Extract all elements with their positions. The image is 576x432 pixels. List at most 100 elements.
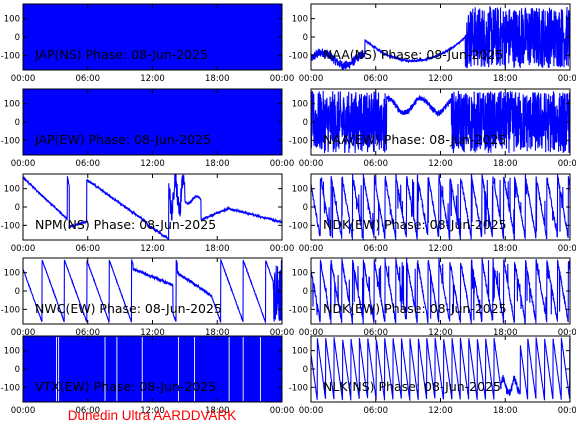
- phase-series: [311, 337, 570, 401]
- panel-title: NAA(NS) Phase: 08-Jun-2025: [323, 47, 503, 62]
- x-tick-label: 18:00: [205, 328, 230, 338]
- panel-title: JAP(NS) Phase: 08-Jun-2025: [34, 47, 208, 62]
- phase-panel-5: 100 0 -100 00:00 06:00 12:00 18:00 00:00 NPM(NS)…: [1, 173, 295, 254]
- x-tick-label: 00:00: [270, 328, 295, 338]
- y-tick-label: 100: [4, 269, 20, 279]
- y-tick-label: 0: [15, 203, 20, 213]
- x-tick-label: 00:00: [558, 244, 576, 254]
- plot-area: [311, 337, 570, 401]
- y-tick-label: 100: [4, 185, 20, 195]
- plot-area: [23, 258, 282, 324]
- phase-series: [23, 258, 282, 324]
- x-tick-label: 00:00: [299, 406, 324, 416]
- x-tick-label: 06:00: [76, 244, 101, 254]
- phase-panel-7: 100 0 -100 00:00 06:00 12:00 18:00 00:00 NWC(EW)…: [1, 257, 295, 338]
- phase-panel-1: 100 0 -100 00:00 06:00 12:00 18:00 00:00 JAP(NS)…: [1, 3, 295, 84]
- x-tick-label: 12:00: [140, 74, 165, 84]
- y-tick-label: 100: [292, 100, 308, 110]
- panel-title: NAA(EW) Phase: 08-Jun-2025: [323, 132, 506, 147]
- y-tick-label: -100: [1, 136, 20, 146]
- x-tick-label: 12:00: [140, 406, 165, 416]
- x-tick-label: 18:00: [493, 328, 518, 338]
- y-tick-label: -100: [289, 221, 308, 231]
- plot-area: [311, 90, 570, 154]
- y-tick-label: 0: [15, 33, 20, 43]
- y-tick-label: 0: [15, 365, 20, 375]
- x-tick-label: 12:00: [140, 328, 165, 338]
- x-tick-label: 00:00: [11, 74, 36, 84]
- x-tick-label: 00:00: [299, 159, 324, 169]
- x-tick-label: 18:00: [205, 159, 230, 169]
- x-tick-label: 12:00: [428, 74, 453, 84]
- x-tick-label: 12:00: [428, 244, 453, 254]
- x-tick-label: 18:00: [493, 406, 518, 416]
- x-tick-label: 06:00: [364, 74, 389, 84]
- x-tick-label: 00:00: [11, 159, 36, 169]
- x-tick-label: 00:00: [11, 328, 36, 338]
- y-tick-label: -100: [289, 51, 308, 61]
- x-tick-label: 00:00: [299, 328, 324, 338]
- x-tick-label: 12:00: [428, 159, 453, 169]
- x-tick-label: 06:00: [364, 159, 389, 169]
- panel-title: NPM(NS) Phase: 08-Jun-2025: [35, 217, 216, 232]
- x-tick-label: 00:00: [558, 159, 576, 169]
- y-tick-label: -100: [1, 51, 20, 61]
- phase-series: [311, 6, 570, 70]
- y-tick-label: 0: [303, 118, 308, 128]
- phase-series: [311, 174, 570, 240]
- x-tick-label: 00:00: [270, 406, 295, 416]
- y-tick-label: 0: [303, 203, 308, 213]
- panel-title: VTX(EW) Phase: 08-Jun-2025: [35, 379, 216, 394]
- phase-series: [311, 90, 570, 154]
- y-tick-label: 100: [292, 185, 308, 195]
- y-tick-label: -100: [289, 136, 308, 146]
- x-tick-label: 06:00: [364, 328, 389, 338]
- x-tick-label: 00:00: [558, 74, 576, 84]
- y-tick-label: 100: [292, 347, 308, 357]
- x-tick-label: 06:00: [76, 74, 101, 84]
- panel-title: NDK(EW) Phase: 08-Jun-2025: [323, 301, 507, 316]
- phase-panel-3: 100 0 -100 00:00 06:00 12:00 18:00 00:00 JAP(EW)…: [1, 88, 294, 169]
- x-tick-label: 00:00: [270, 244, 295, 254]
- phase-series: [23, 174, 282, 240]
- panel-title: JAP(EW) Phase: 08-Jun-2025: [34, 132, 211, 147]
- y-tick-label: -100: [1, 221, 20, 231]
- x-tick-label: 00:00: [299, 244, 324, 254]
- x-tick-label: 06:00: [76, 328, 101, 338]
- plot-area: [23, 4, 282, 70]
- x-tick-label: 00:00: [299, 74, 324, 84]
- x-tick-label: 18:00: [493, 159, 518, 169]
- x-tick-label: 00:00: [558, 406, 576, 416]
- plot-area: [23, 89, 282, 155]
- x-tick-label: 00:00: [11, 244, 36, 254]
- x-tick-label: 00:00: [558, 328, 576, 338]
- phase-fill: [23, 89, 282, 155]
- phase-panel-8: 100 0 -100 00:00 06:00 12:00 18:00 00:00 NDK(EW)…: [289, 257, 576, 338]
- x-tick-label: 12:00: [140, 244, 165, 254]
- phase-panel-6: 100 0 -100 00:00 06:00 12:00 18:00 00:00 NDK(EW)…: [289, 173, 576, 254]
- plot-area: [311, 258, 570, 324]
- x-tick-label: 12:00: [428, 406, 453, 416]
- phase-panel-9: 100 0 -100 00:00 06:00 12:00 18:00 00:00 VTX(EW)…: [1, 335, 295, 416]
- phase-panel-4: 100 0 -100 00:00 06:00 12:00 18:00 00:00 NAA(EW)…: [289, 88, 576, 169]
- y-tick-label: -100: [289, 305, 308, 315]
- y-tick-label: 100: [4, 347, 20, 357]
- x-tick-label: 18:00: [205, 244, 230, 254]
- x-tick-label: 18:00: [205, 406, 230, 416]
- phase-series: [311, 258, 570, 324]
- x-tick-label: 12:00: [428, 328, 453, 338]
- y-tick-label: -100: [1, 305, 20, 315]
- plot-area: [311, 6, 570, 70]
- panel-title: NLK(NS) Phase: 08-Jun-2025: [323, 379, 501, 394]
- x-tick-label: 00:00: [270, 74, 295, 84]
- x-tick-label: 06:00: [76, 159, 101, 169]
- x-tick-label: 12:00: [140, 159, 165, 169]
- y-tick-label: -100: [1, 383, 20, 393]
- y-tick-label: 0: [303, 365, 308, 375]
- phase-fill: [23, 336, 282, 402]
- y-tick-label: 0: [303, 33, 308, 43]
- x-tick-label: 06:00: [364, 244, 389, 254]
- phase-panel-2: 100 0 -100 00:00 06:00 12:00 18:00 00:00 NAA(NS)…: [289, 3, 576, 84]
- phase-panel-10: 100 0 -100 00:00 06:00 12:00 18:00 00:00 NLK(NS)…: [289, 335, 576, 416]
